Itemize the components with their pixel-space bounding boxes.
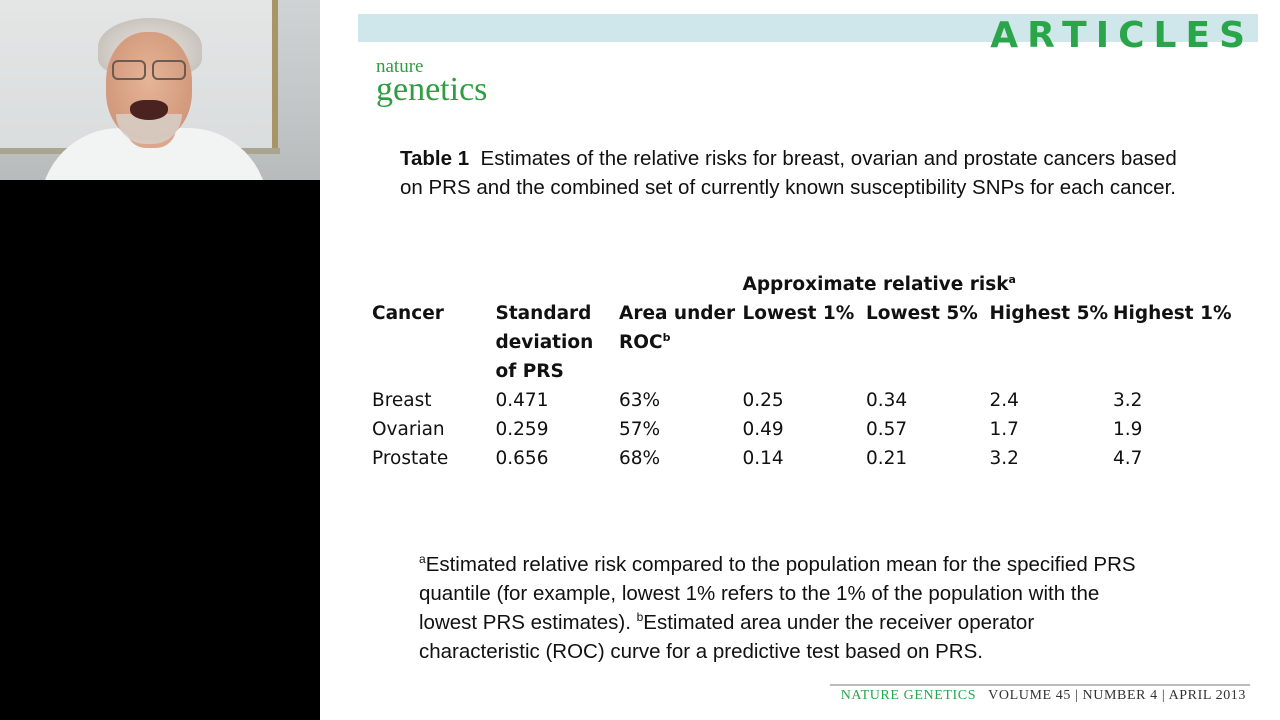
cell-auc: 68%	[619, 448, 661, 469]
group-header: Approximate relative riska	[742, 272, 1016, 295]
journal-footer: NATURE GENETICS VOLUME 45 | NUMBER 4 | A…	[841, 688, 1246, 704]
cell-highest-1: 4.7	[1113, 448, 1143, 469]
cell-cancer: Prostate	[372, 448, 449, 469]
cell-cancer: Ovarian	[372, 419, 445, 440]
header-band	[358, 14, 1258, 42]
footnote-marker-b: b	[636, 610, 644, 625]
col-cancer: Cancer	[372, 303, 444, 324]
cell-lowest-1: 0.14	[742, 448, 784, 469]
footnote-b: Estimated area under the receiver operat…	[419, 611, 1035, 663]
cell-highest-1: 3.2	[1113, 390, 1143, 411]
table-row: Breast 0.471 63% 0.25 0.34 2.4 3.2	[372, 386, 1232, 415]
cell-lowest-5: 0.21	[866, 448, 908, 469]
cell-sd: 0.471	[495, 390, 549, 411]
footnote-marker-a: a	[419, 552, 426, 567]
table-caption-text: Estimates of the relative risks for brea…	[400, 147, 1177, 199]
cell-auc: 63%	[619, 390, 661, 411]
footnote-a: Estimated relative risk compared to the …	[419, 553, 1136, 634]
cell-highest-5: 2.4	[989, 390, 1019, 411]
journal-logo: nature genetics	[376, 56, 488, 108]
col-auc: Area under ROCb	[619, 303, 736, 353]
col-lowest-5: Lowest 5%	[866, 303, 978, 324]
footer-rule	[830, 684, 1250, 686]
table-header-row: Cancer Standard deviation of PRS Area un…	[372, 299, 1232, 386]
cell-cancer: Breast	[372, 390, 432, 411]
cell-highest-5: 1.7	[989, 419, 1019, 440]
cell-auc: 57%	[619, 419, 661, 440]
presenter-video	[0, 0, 320, 180]
logo-line-1: nature	[376, 56, 424, 77]
cell-lowest-5: 0.57	[866, 419, 908, 440]
table-caption: Table 1 Estimates of the relative risks …	[400, 144, 1180, 202]
table-row: Ovarian 0.259 57% 0.49 0.57 1.7 1.9	[372, 415, 1232, 444]
table-caption-lead: Table 1	[400, 147, 470, 170]
col-lowest-1: Lowest 1%	[742, 303, 855, 324]
presenter-pane	[0, 0, 320, 720]
table-group-header-row: Approximate relative riska	[372, 270, 1232, 299]
col-highest-1: Highest 1%	[1113, 303, 1232, 324]
cell-sd: 0.259	[495, 419, 549, 440]
cell-sd: 0.656	[495, 448, 549, 469]
cell-lowest-1: 0.25	[742, 390, 784, 411]
footer-issue: VOLUME 45 | NUMBER 4 | APRIL 2013	[988, 688, 1246, 703]
footer-journal: NATURE GENETICS	[840, 688, 977, 703]
cell-highest-1: 1.9	[1113, 419, 1143, 440]
cell-lowest-5: 0.34	[866, 390, 908, 411]
table-row: Prostate 0.656 68% 0.14 0.21 3.2 4.7	[372, 444, 1232, 473]
slide: ARTICLES nature genetics Table 1 Estimat…	[320, 0, 1280, 720]
col-sd: Standard deviation of PRS	[495, 303, 594, 382]
table-footnote: aEstimated relative risk compared to the…	[419, 550, 1159, 666]
cell-highest-5: 3.2	[989, 448, 1019, 469]
cell-lowest-1: 0.49	[742, 419, 784, 440]
logo-line-2: genetics	[376, 71, 488, 108]
articles-label: ARTICLES	[990, 15, 1254, 56]
relative-risk-table: Approximate relative riska Cancer Standa…	[372, 270, 1232, 473]
col-highest-5: Highest 5%	[989, 303, 1109, 324]
